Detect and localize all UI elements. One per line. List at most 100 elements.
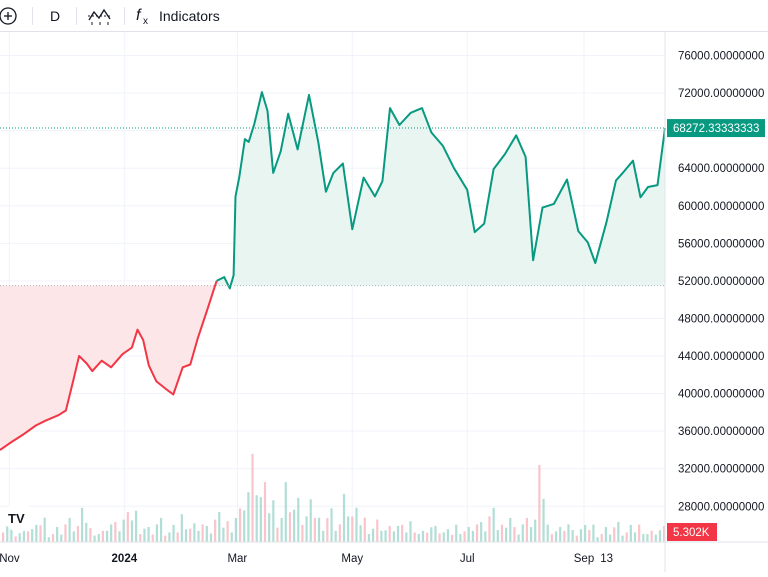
volume-bar (31, 529, 34, 542)
add-symbol-button[interactable] (0, 0, 24, 31)
volume-bar (122, 519, 125, 542)
volume-bar (376, 519, 379, 542)
volume-bar (201, 524, 204, 542)
interval-button[interactable]: D (40, 0, 70, 31)
x-tick-label: May (341, 553, 363, 565)
chart-area[interactable]: 76000.0000000072000.0000000068000.000000… (0, 32, 768, 572)
volume-bar (268, 513, 271, 542)
volume-bar (367, 534, 371, 542)
price-chart[interactable]: 76000.0000000072000.0000000068000.000000… (0, 32, 768, 572)
volume-bar (488, 516, 491, 542)
volume-bar (14, 536, 17, 542)
volume-bar (280, 518, 283, 542)
volume-bar (480, 521, 483, 542)
volume-bar (442, 532, 445, 542)
volume-bar (600, 534, 603, 542)
indicators-button[interactable]: f x Indicators (134, 0, 234, 31)
chart-toolbar: D f x Indicators (0, 0, 768, 32)
volume-bar (176, 532, 179, 542)
volume-bar (47, 537, 50, 542)
toolbar-divider (32, 7, 33, 25)
volume-bar (446, 529, 450, 542)
volume-bar (604, 527, 607, 542)
y-tick-label: 60000.00000000 (678, 201, 764, 213)
volume-bar (347, 516, 350, 542)
interval-label: D (49, 7, 61, 24)
svg-text:x: x (143, 16, 148, 27)
volume-bar (613, 527, 616, 542)
indicators-label: Indicators (159, 7, 220, 24)
volume-bar (22, 521, 25, 542)
x-tick-label: Mar (227, 553, 247, 565)
volume-badge (667, 523, 717, 541)
volume-bar (184, 529, 188, 542)
svg-text:f: f (136, 7, 142, 24)
volume-bar (284, 482, 287, 542)
volume-bar (72, 531, 75, 542)
volume-bar (579, 529, 583, 542)
y-tick-label: 64000.00000000 (678, 163, 764, 175)
down-price-line (0, 280, 218, 451)
volume-bar (110, 524, 113, 542)
tradingview-logo[interactable]: TV (4, 502, 34, 532)
volume-bar (276, 527, 279, 542)
volume-bar (384, 530, 387, 542)
bar-style-button[interactable] (84, 0, 116, 31)
volume-bar (592, 524, 595, 542)
volume-bar (492, 507, 495, 542)
volume-bar (438, 533, 441, 542)
volume-bar (538, 465, 541, 542)
volume-bar (546, 524, 549, 542)
volume-bar (209, 533, 213, 542)
toolbar-divider (124, 7, 125, 25)
volume-bar (467, 527, 470, 542)
volume-bar (625, 532, 628, 542)
volume-bar (608, 534, 612, 542)
volume-bar (151, 534, 154, 542)
volume-bar (226, 521, 229, 542)
volume-bar (334, 530, 337, 542)
volume-bar (596, 537, 599, 542)
volume-bar (164, 535, 167, 542)
volume-bar (243, 510, 246, 542)
volume-bar (143, 528, 146, 542)
volume-bar (43, 517, 46, 542)
volume-bar (471, 530, 474, 542)
volume-bar (629, 524, 632, 542)
volume-bar (35, 524, 38, 542)
volume-bar (363, 517, 366, 542)
volume-bar (663, 525, 666, 542)
volume-bar (554, 531, 558, 542)
volume-bar (642, 534, 645, 542)
volume-bar (76, 525, 80, 542)
volume-bar (89, 528, 92, 542)
volume-bar (500, 524, 504, 542)
x-tick-label: Jul (460, 553, 475, 565)
volume-bar (101, 530, 104, 542)
y-tick-label: 56000.00000000 (678, 238, 764, 250)
volume-bar (288, 512, 292, 542)
down-area-fill (0, 280, 217, 450)
volume-bar (159, 517, 163, 542)
volume-bar (180, 514, 183, 542)
volume-bar (93, 535, 96, 542)
x-tick-label: Sep (574, 553, 594, 565)
volume-bar (351, 516, 354, 542)
bar-style-icon (88, 8, 112, 25)
volume-bar (317, 517, 321, 542)
volume-bar (293, 509, 296, 542)
volume-bar (126, 512, 129, 542)
volume-bar (534, 519, 537, 542)
volume-bar (521, 524, 524, 542)
volume-bar (417, 534, 420, 542)
y-tick-label: 44000.00000000 (678, 351, 764, 363)
volume-bar (355, 507, 358, 542)
volume-bar (388, 525, 391, 542)
volume-bar (571, 529, 574, 542)
volume-bar (56, 527, 59, 542)
volume-bar (567, 524, 570, 542)
logo-background (4, 502, 34, 532)
volume-bar (234, 518, 238, 542)
volume-bar (39, 525, 42, 542)
volume-bar (193, 523, 196, 542)
